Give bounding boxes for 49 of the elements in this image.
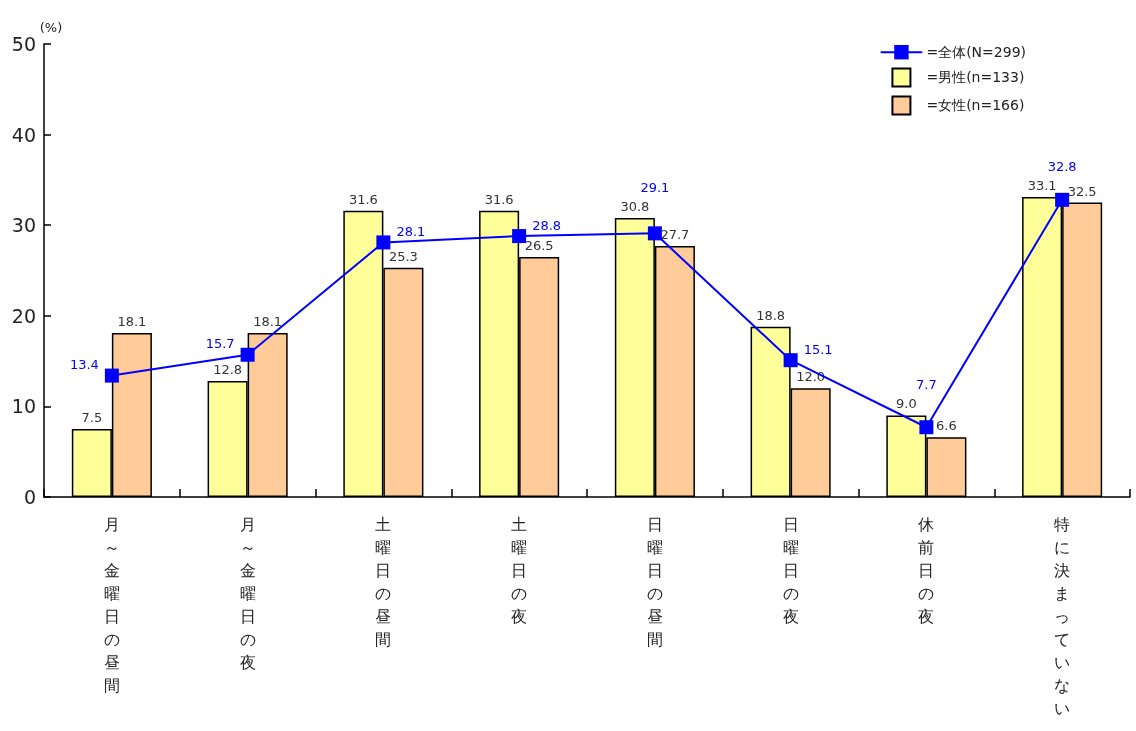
y-axis-title: (%) bbox=[39, 20, 63, 35]
point bbox=[104, 368, 119, 383]
data-label: 31.6 bbox=[348, 191, 378, 207]
data-label: 7.7 bbox=[916, 377, 937, 393]
data-label: 28.1 bbox=[396, 223, 426, 239]
x-tick-label: 月～金曜日の夜 bbox=[239, 515, 256, 672]
y-tick-label: 10 bbox=[11, 395, 36, 418]
data-label: 25.3 bbox=[388, 248, 418, 264]
data-label: 32.5 bbox=[1067, 183, 1097, 199]
data-label: 30.8 bbox=[620, 198, 650, 214]
data-label: 29.1 bbox=[640, 179, 670, 195]
y-tick-label: 40 bbox=[11, 123, 36, 146]
legend-label: =女性(n=166) bbox=[926, 97, 1025, 114]
x-tick-label: 日曜日の夜 bbox=[782, 515, 799, 626]
data-label: 6.6 bbox=[936, 418, 957, 434]
data-label: 26.5 bbox=[524, 237, 554, 253]
point bbox=[376, 235, 391, 250]
data-label: 33.1 bbox=[1027, 178, 1057, 194]
data-label: 12.8 bbox=[213, 362, 243, 378]
point bbox=[512, 229, 527, 244]
data-label: 18.1 bbox=[253, 314, 283, 330]
y-tick-label: 50 bbox=[11, 33, 36, 55]
data-label: 12.0 bbox=[796, 369, 826, 385]
x-tick-label: 休前日の夜 bbox=[918, 515, 935, 626]
data-label: 15.7 bbox=[205, 336, 235, 352]
y-tick-label: 20 bbox=[11, 304, 36, 327]
x-tick-label: 月～金曜日の昼間 bbox=[103, 515, 120, 695]
data-label: 9.0 bbox=[896, 396, 917, 412]
legend-label: =男性(n=133) bbox=[926, 69, 1025, 86]
y-tick-label: 30 bbox=[11, 214, 36, 237]
data-label: 31.6 bbox=[484, 191, 514, 207]
data-label: 13.4 bbox=[69, 357, 99, 373]
legend-label: =全体(N=299) bbox=[926, 44, 1027, 61]
data-label: 32.8 bbox=[1047, 159, 1077, 175]
data-label: 15.1 bbox=[803, 341, 833, 357]
data-label: 18.1 bbox=[117, 314, 147, 330]
y-tick-label: 0 bbox=[23, 486, 36, 508]
point bbox=[647, 226, 662, 241]
point bbox=[240, 347, 255, 362]
category-label: 特に決まっていない bbox=[1054, 515, 1071, 718]
data-label: 28.8 bbox=[532, 217, 562, 233]
data-label: 7.5 bbox=[81, 410, 103, 426]
point bbox=[1055, 192, 1070, 207]
point bbox=[919, 420, 934, 435]
x-tick-label: 日曜日の昼間 bbox=[646, 515, 663, 649]
point bbox=[783, 353, 798, 368]
data-label: 18.8 bbox=[756, 307, 786, 323]
x-tick-label: 土曜日の夜 bbox=[511, 515, 528, 626]
x-tick-label: 土曜日の昼間 bbox=[375, 515, 392, 649]
